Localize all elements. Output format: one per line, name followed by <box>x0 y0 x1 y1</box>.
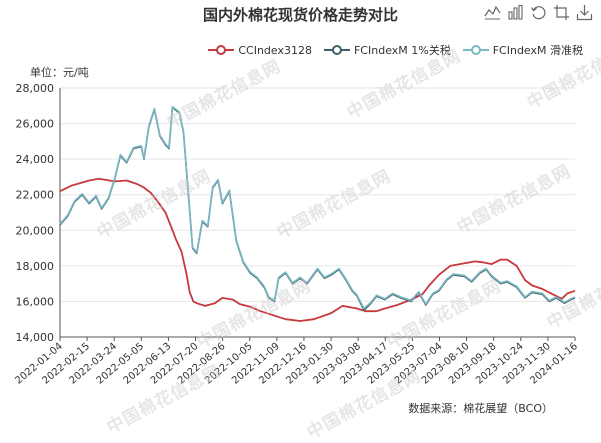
legend-label-ccindex: CCIndex3128 <box>238 43 312 57</box>
series-line-ccindex[interactable] <box>59 177 576 322</box>
chart-series <box>59 105 576 322</box>
chart-grid <box>59 87 575 338</box>
y-tick-label: 16,000 <box>16 295 55 308</box>
legend-swatch-ccindex <box>208 45 235 55</box>
legend-swatch-fcindex-1pct <box>323 45 350 55</box>
y-axis-ticks: 14,000 16,000 18,000 20,000 22,000 24,000 26,0… <box>16 82 55 344</box>
y-tick-label: 22,000 <box>16 189 55 202</box>
series-line-fcindex-sliding[interactable] <box>59 105 576 310</box>
line-chart: 14,000 16,000 18,000 20,000 22,000 24,000 26,0… <box>13 82 580 387</box>
legend-swatch-fcindex-sliding <box>462 45 489 55</box>
legend-label-fcindex-sliding: FCIndexM 滑准税 <box>492 44 583 57</box>
crop-icon[interactable] <box>553 4 570 21</box>
y-tick-label: 18,000 <box>16 260 55 273</box>
legend-item-fcindex-1pct[interactable]: FCIndexM 1%关税 <box>323 42 451 58</box>
chart-toolbox <box>484 4 593 21</box>
y-axis-unit-label: 单位：元/吨 <box>30 66 89 79</box>
chart-title: 国内外棉花现货价格走势对比 <box>202 6 398 24</box>
chart-legend: CCIndex3128 FCIndexM 1%关税 FCIndexM 滑准税 <box>208 42 583 58</box>
bar-chart-icon[interactable] <box>507 4 524 21</box>
y-tick-label: 26,000 <box>16 118 55 131</box>
legend-item-fcindex-sliding[interactable]: FCIndexM 滑准税 <box>462 42 583 58</box>
y-tick-label: 24,000 <box>16 153 55 166</box>
x-axis-ticks: 2022-01-042022-02-152022-03-242022-05-05… <box>13 337 580 387</box>
y-tick-label: 20,000 <box>16 224 55 237</box>
legend-label-fcindex-1pct: FCIndexM 1%关税 <box>353 44 451 57</box>
legend-item-ccindex[interactable]: CCIndex3128 <box>208 44 312 57</box>
data-source-label: 数据来源：棉花展望（BCO） <box>408 402 553 415</box>
y-tick-label: 14,000 <box>16 331 55 344</box>
line-chart-icon[interactable] <box>484 4 501 21</box>
restore-icon[interactable] <box>530 4 547 21</box>
y-tick-label: 28,000 <box>16 82 55 95</box>
download-icon[interactable] <box>576 4 593 21</box>
